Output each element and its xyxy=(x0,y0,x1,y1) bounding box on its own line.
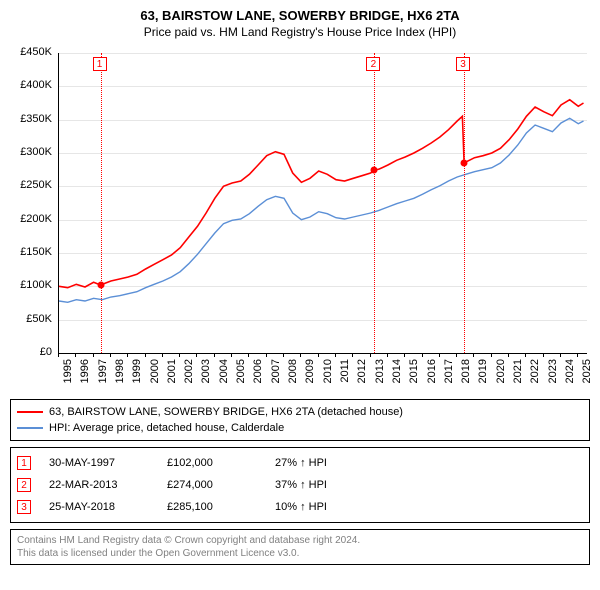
sale-number-box: 2 xyxy=(17,478,31,492)
sale-number-box: 3 xyxy=(17,500,31,514)
x-tick-label: 2006 xyxy=(252,359,264,393)
x-tick-label: 2016 xyxy=(426,359,438,393)
x-tick-label: 2025 xyxy=(581,359,593,393)
x-tick-label: 2022 xyxy=(529,359,541,393)
x-tick-label: 2009 xyxy=(304,359,316,393)
sale-pct-vs-hpi: 10% ↑ HPI xyxy=(275,501,385,513)
x-tick-label: 2008 xyxy=(287,359,299,393)
sale-date: 30-MAY-1997 xyxy=(49,457,149,469)
x-tick-label: 2023 xyxy=(547,359,559,393)
x-tick-label: 1998 xyxy=(114,359,126,393)
x-tick-label: 1995 xyxy=(62,359,74,393)
sale-pct-vs-hpi: 27% ↑ HPI xyxy=(275,457,385,469)
legend-item: HPI: Average price, detached house, Cald… xyxy=(17,420,583,436)
sale-price: £102,000 xyxy=(167,457,257,469)
y-tick-label: £400K xyxy=(10,79,52,91)
sale-dot xyxy=(461,159,468,166)
x-tick-label: 2014 xyxy=(391,359,403,393)
legend: 63, BAIRSTOW LANE, SOWERBY BRIDGE, HX6 2… xyxy=(10,399,590,441)
legend-swatch xyxy=(17,411,43,413)
x-tick-label: 2000 xyxy=(149,359,161,393)
sale-marker-box: 1 xyxy=(93,57,107,71)
y-tick-label: £50K xyxy=(10,313,52,325)
chart-titles: 63, BAIRSTOW LANE, SOWERBY BRIDGE, HX6 2… xyxy=(10,8,590,39)
x-tick-label: 2003 xyxy=(200,359,212,393)
sale-price: £285,100 xyxy=(167,501,257,513)
x-tick-label: 2015 xyxy=(408,359,420,393)
x-tick-label: 2001 xyxy=(166,359,178,393)
y-tick-label: £300K xyxy=(10,146,52,158)
sale-vline xyxy=(374,53,375,353)
sale-date: 25-MAY-2018 xyxy=(49,501,149,513)
legend-item: 63, BAIRSTOW LANE, SOWERBY BRIDGE, HX6 2… xyxy=(17,404,583,420)
x-tick-label: 2018 xyxy=(460,359,472,393)
sale-marker-box: 3 xyxy=(456,57,470,71)
sales-row: 1 30-MAY-1997 £102,000 27% ↑ HPI xyxy=(17,452,583,474)
x-tick-label: 1996 xyxy=(79,359,91,393)
x-tick-label: 2002 xyxy=(183,359,195,393)
x-tick-label: 2021 xyxy=(512,359,524,393)
sales-row: 2 22-MAR-2013 £274,000 37% ↑ HPI xyxy=(17,474,583,496)
y-tick-label: £100K xyxy=(10,279,52,291)
sale-dot xyxy=(97,282,104,289)
legend-swatch xyxy=(17,427,43,429)
sale-pct-vs-hpi: 37% ↑ HPI xyxy=(275,479,385,491)
series-line xyxy=(59,100,584,288)
x-tick-label: 2010 xyxy=(322,359,334,393)
x-tick-label: 1999 xyxy=(131,359,143,393)
x-tick-label: 2005 xyxy=(235,359,247,393)
x-tick-label: 2013 xyxy=(374,359,386,393)
y-tick-label: £250K xyxy=(10,179,52,191)
chart-title: 63, BAIRSTOW LANE, SOWERBY BRIDGE, HX6 2… xyxy=(10,8,590,23)
sale-price: £274,000 xyxy=(167,479,257,491)
x-tick-label: 2007 xyxy=(270,359,282,393)
x-tick-label: 2004 xyxy=(218,359,230,393)
y-tick-label: £200K xyxy=(10,213,52,225)
footer-line: Contains HM Land Registry data © Crown c… xyxy=(17,534,583,547)
sale-date: 22-MAR-2013 xyxy=(49,479,149,491)
sale-dot xyxy=(371,167,378,174)
legend-label: 63, BAIRSTOW LANE, SOWERBY BRIDGE, HX6 2… xyxy=(49,406,403,418)
x-tick-label: 1997 xyxy=(97,359,109,393)
sales-row: 3 25-MAY-2018 £285,100 10% ↑ HPI xyxy=(17,496,583,518)
attribution-footer: Contains HM Land Registry data © Crown c… xyxy=(10,529,590,565)
y-tick-label: £0 xyxy=(10,346,52,358)
x-tick-label: 2019 xyxy=(477,359,489,393)
plot-area xyxy=(58,53,587,354)
legend-label: HPI: Average price, detached house, Cald… xyxy=(49,422,284,434)
sales-table: 1 30-MAY-1997 £102,000 27% ↑ HPI 2 22-MAR-201… xyxy=(10,447,590,523)
y-tick-label: £450K xyxy=(10,46,52,58)
sale-marker-box: 2 xyxy=(366,57,380,71)
y-tick-label: £150K xyxy=(10,246,52,258)
sale-vline xyxy=(464,53,465,353)
x-tick-label: 2012 xyxy=(356,359,368,393)
sale-vline xyxy=(101,53,102,353)
x-tick-label: 2024 xyxy=(564,359,576,393)
x-tick-label: 2011 xyxy=(339,359,351,393)
sale-number-box: 1 xyxy=(17,456,31,470)
x-tick-label: 2020 xyxy=(495,359,507,393)
y-tick-label: £350K xyxy=(10,113,52,125)
footer-line: This data is licensed under the Open Gov… xyxy=(17,547,583,560)
chart-area: £0 £50K £100K £150K £200K £250K £300K £350K £400… xyxy=(10,45,590,395)
x-tick-label: 2017 xyxy=(443,359,455,393)
chart-lines xyxy=(59,53,587,353)
chart-subtitle: Price paid vs. HM Land Registry's House … xyxy=(10,25,590,39)
